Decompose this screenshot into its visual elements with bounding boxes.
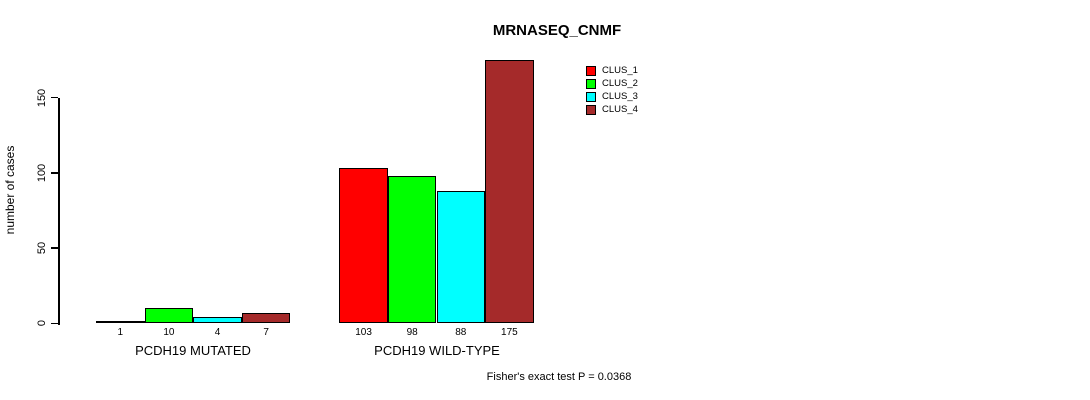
legend-item-clus2: CLUS_2	[586, 79, 638, 89]
legend-item-clus1: CLUS_1	[586, 66, 638, 76]
y-tick	[51, 322, 58, 325]
bar-value-label: 88	[455, 326, 467, 338]
legend-label: CLUS_1	[602, 65, 638, 76]
legend: CLUS_1 CLUS_2 CLUS_3 CLUS_4	[586, 66, 638, 115]
bar-clus_3-mutated	[193, 317, 242, 324]
clus1-color-swatch	[586, 66, 596, 76]
clus2-color-swatch	[586, 79, 596, 89]
bar-value-label: 4	[214, 326, 221, 338]
bar-value-label: 175	[501, 326, 518, 338]
annotation-text: Fisher's exact test P = 0.0368	[486, 371, 632, 383]
chart-title: MRNASEQ_CNMF	[492, 22, 622, 39]
group-label-wildtype: PCDH19 WILD-TYPE	[374, 343, 500, 358]
group-label-mutated: PCDH19 MUTATED	[135, 343, 251, 358]
y-tick	[51, 247, 58, 249]
bar-value-label: 7	[263, 326, 269, 338]
bar-clus_4-wildtype	[485, 59, 534, 324]
legend-item-clus3: CLUS_3	[586, 92, 638, 102]
bar-clus_1-mutated	[96, 321, 145, 324]
clus3-color-swatch	[586, 92, 596, 102]
clus4-color-swatch	[586, 105, 596, 115]
bar-clus_1-wildtype	[339, 168, 388, 324]
legend-item-clus4: CLUS_4	[586, 105, 638, 115]
y-tick	[51, 172, 58, 174]
y-tick-label: 0	[36, 320, 48, 327]
legend-label: CLUS_2	[602, 78, 638, 89]
y-tick	[51, 96, 58, 99]
legend-label: CLUS_3	[602, 91, 638, 102]
bar-clus_3-wildtype	[436, 190, 486, 324]
y-axis-line	[58, 97, 60, 325]
y-tick-label: 50	[36, 241, 48, 255]
bar-value-label: 103	[355, 326, 372, 338]
legend-label: CLUS_4	[602, 104, 638, 115]
y-tick-label: 150	[36, 88, 48, 107]
bar-value-label: 1	[117, 326, 124, 338]
bar-value-label: 98	[406, 326, 418, 338]
y-axis-label: number of cases	[3, 145, 17, 235]
bar-clus_2-mutated	[144, 308, 194, 324]
y-tick-label: 100	[36, 163, 48, 182]
bar-value-label: 10	[163, 326, 175, 338]
bar-clus_4-mutated	[241, 312, 291, 324]
bar-clus_2-wildtype	[387, 175, 437, 324]
